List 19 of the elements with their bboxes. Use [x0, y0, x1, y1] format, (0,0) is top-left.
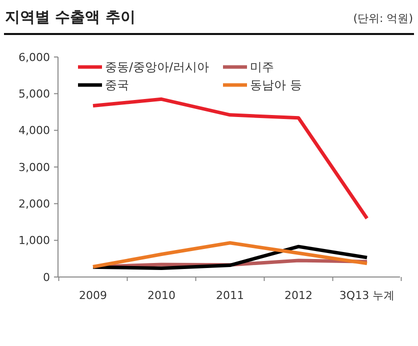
y-tick-label: 3,000 [18, 160, 50, 174]
legend-label: 중국 [105, 78, 129, 92]
y-tick-label: 6,000 [18, 50, 50, 64]
x-tick-label: 2009 [79, 289, 107, 302]
legend-label: 동남아 등 [250, 78, 302, 92]
x-tick-label: 2011 [216, 289, 244, 302]
x-tick-label: 3Q13 누계 [339, 289, 395, 302]
legend-label: 미주 [250, 60, 274, 74]
chart-subtitle: (단위: 억원) [353, 12, 413, 25]
line-series [91, 97, 369, 220]
y-tick-label: 0 [43, 270, 50, 284]
legend-label: 중동/중앙아/러시아 [105, 60, 210, 74]
chart-title: 지역별 수출액 추이 [5, 8, 136, 26]
y-tick-label: 2,000 [18, 198, 50, 211]
y-tick-label: 4,000 [18, 124, 50, 138]
x-tick-label: 2012 [284, 289, 312, 302]
x-tick-label: 2010 [148, 289, 176, 302]
y-tick-label: 5,000 [18, 88, 50, 101]
y-tick-label: 1,000 [18, 234, 50, 248]
